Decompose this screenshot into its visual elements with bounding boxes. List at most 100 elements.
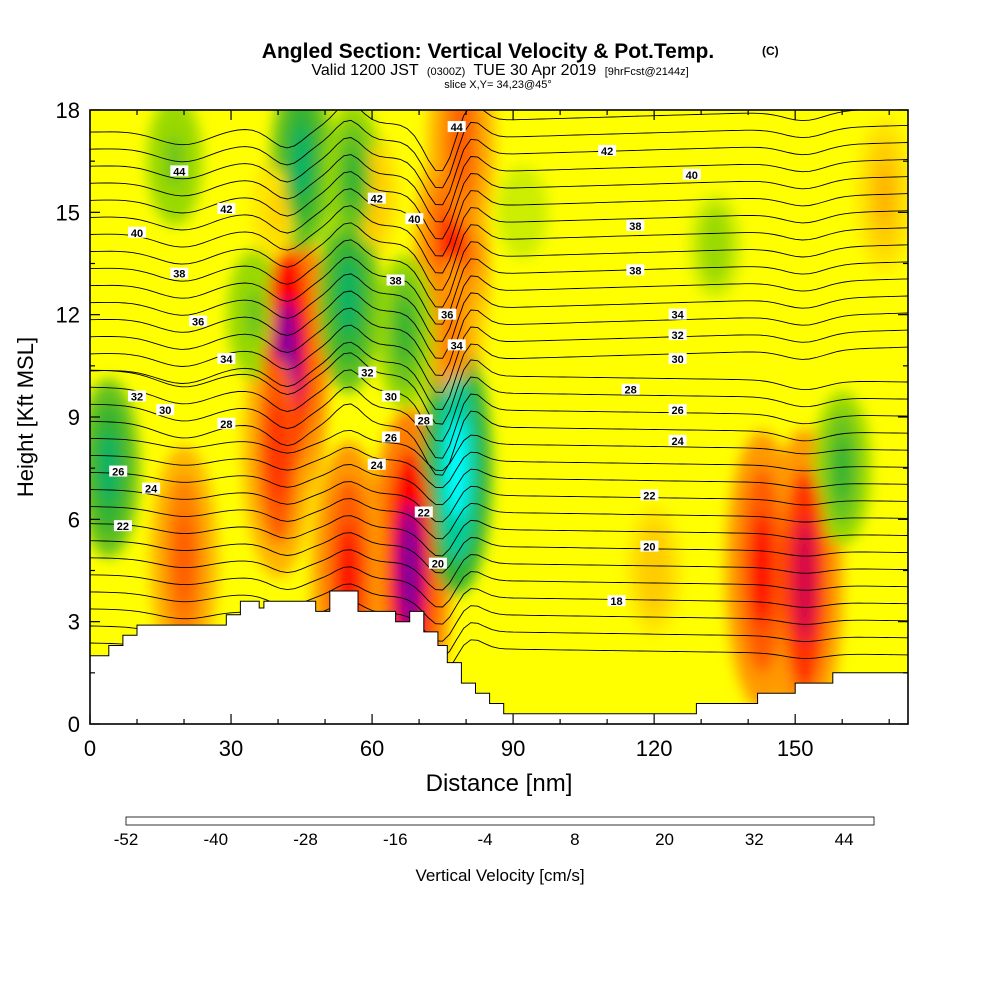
velocity-core-10 <box>793 518 816 643</box>
contour-label-text: 38 <box>389 276 401 288</box>
contour-label: 30 <box>381 390 400 404</box>
contour-label-text: 40 <box>686 170 698 182</box>
contour-label: 44 <box>170 165 189 178</box>
slice-label: slice X,Y= 34,23@45° <box>444 79 552 91</box>
contour-label: 26 <box>381 431 400 444</box>
theta-contour <box>90 256 908 325</box>
contour-label-text: 24 <box>672 436 685 448</box>
theta-contour <box>90 515 908 557</box>
colorbar-tick-label: -28 <box>293 830 318 849</box>
contour-label: 40 <box>405 213 424 226</box>
contour-label-text: 20 <box>432 559 444 571</box>
contour-label-text: 38 <box>173 269 185 281</box>
contour-label: 34 <box>217 353 236 366</box>
contour-label-text: 32 <box>361 368 373 380</box>
contour-labels: 44 42 40 38 36 34 32 30 28 26 24 22 42 40 38 36 34 32 30 28… <box>109 121 701 608</box>
contour-label-text: 34 <box>672 310 685 322</box>
colorbar-label: Vertical Velocity [cm/s] <box>415 866 584 885</box>
velocity-core-4 <box>397 504 422 637</box>
y-tick-label: 9 <box>68 405 80 430</box>
theta-contour <box>90 188 908 257</box>
velocity-core-24 <box>515 193 530 232</box>
velocity-core-3 <box>270 188 286 237</box>
y-axis-label: Height [Kft MSL] <box>13 337 38 497</box>
contour-label: 30 <box>668 353 687 366</box>
contour-label: 24 <box>367 458 386 472</box>
x-axis-label: Distance [nm] <box>426 770 573 797</box>
y-tick-label: 18 <box>56 98 80 123</box>
x-axis: 0 30 60 90 120 150 <box>84 110 890 761</box>
subtitle-forecast: [9hrFcst@2144z] <box>605 66 689 78</box>
contour-label: 42 <box>598 144 617 158</box>
contour-label: 36 <box>438 308 457 322</box>
theta-contour <box>90 446 908 489</box>
theta-contour <box>90 481 908 523</box>
chart-subtitle: Valid 1200 JST (0300Z) TUE 30 Apr 2019 [… <box>311 62 688 79</box>
contour-label: 26 <box>668 404 687 417</box>
contour-label-text: 42 <box>371 194 383 206</box>
subtitle-utc: (0300Z) <box>427 66 466 78</box>
colorbar-frame <box>125 816 875 826</box>
contour-label: 44 <box>447 121 466 134</box>
contour-label: 20 <box>428 557 447 571</box>
colorbar-tick-label: 8 <box>570 830 579 849</box>
colorbar: -52 -40 -28 -16 -4 8 20 32 44 <box>114 816 875 849</box>
velocity-core-15 <box>246 288 263 342</box>
x-tick-label: 30 <box>219 736 243 761</box>
contour-label: 32 <box>128 390 147 404</box>
theta-contour <box>90 171 908 240</box>
theta-contour <box>90 352 908 425</box>
contour-label-text: 20 <box>643 542 655 554</box>
contour-label-text: 22 <box>643 490 655 502</box>
theta-contour <box>90 464 908 506</box>
contour-label: 40 <box>682 168 701 182</box>
x-tick-label: 150 <box>777 736 814 761</box>
x-tick-label: 120 <box>636 736 673 761</box>
contour-label-text: 32 <box>131 392 143 404</box>
colorbar-tick-label: -40 <box>203 830 228 849</box>
contour-label-text: 22 <box>418 508 430 520</box>
contour-label: 24 <box>142 482 161 496</box>
contour-label-text: 26 <box>385 432 397 444</box>
theta-contour <box>90 110 870 172</box>
velocity-core-18 <box>344 146 362 210</box>
theta-contour <box>90 341 908 410</box>
contour-label-text: 34 <box>451 340 464 352</box>
contour-label-text: 36 <box>192 316 204 328</box>
contour-label: 38 <box>626 219 645 233</box>
contour-label: 38 <box>386 274 405 288</box>
velocity-core-22 <box>707 225 723 268</box>
x-tick-label: 60 <box>360 736 384 761</box>
contour-label-text: 18 <box>610 596 622 608</box>
contour-label-text: 30 <box>159 405 171 417</box>
theta-contour <box>90 369 908 442</box>
colorbar-tick-label: -4 <box>477 830 492 849</box>
contour-label-text: 42 <box>601 146 613 158</box>
contour-label-text: 28 <box>220 419 232 431</box>
theta-contour <box>90 386 908 459</box>
contour-label: 18 <box>607 595 626 608</box>
velocity-core-17 <box>339 258 358 337</box>
velocity-core-0 <box>174 513 194 607</box>
velocity-core-12 <box>646 544 663 597</box>
y-tick-label: 15 <box>56 200 80 225</box>
contour-label: 36 <box>189 315 208 328</box>
contour-label-text: 36 <box>441 310 453 322</box>
contour-label: 30 <box>156 404 175 417</box>
chart-title: Angled Section: Vertical Velocity & Pot.… <box>262 40 714 63</box>
theta-contour <box>90 307 908 376</box>
contour-label-text: 38 <box>629 221 641 233</box>
contour-label-text: 26 <box>672 405 684 417</box>
contour-label: 22 <box>414 506 433 520</box>
subtitle-date: TUE 30 Apr 2019 <box>474 62 597 79</box>
velocity-core-9 <box>751 513 774 628</box>
contour-label: 28 <box>621 383 640 397</box>
contour-label: 28 <box>217 417 236 431</box>
y-tick-label: 0 <box>68 712 80 737</box>
theta-contour <box>90 119 908 189</box>
contour-label: 40 <box>128 226 147 240</box>
contour-label: 34 <box>668 308 687 322</box>
contour-label: 38 <box>170 267 189 281</box>
contour-label: 22 <box>640 489 659 502</box>
